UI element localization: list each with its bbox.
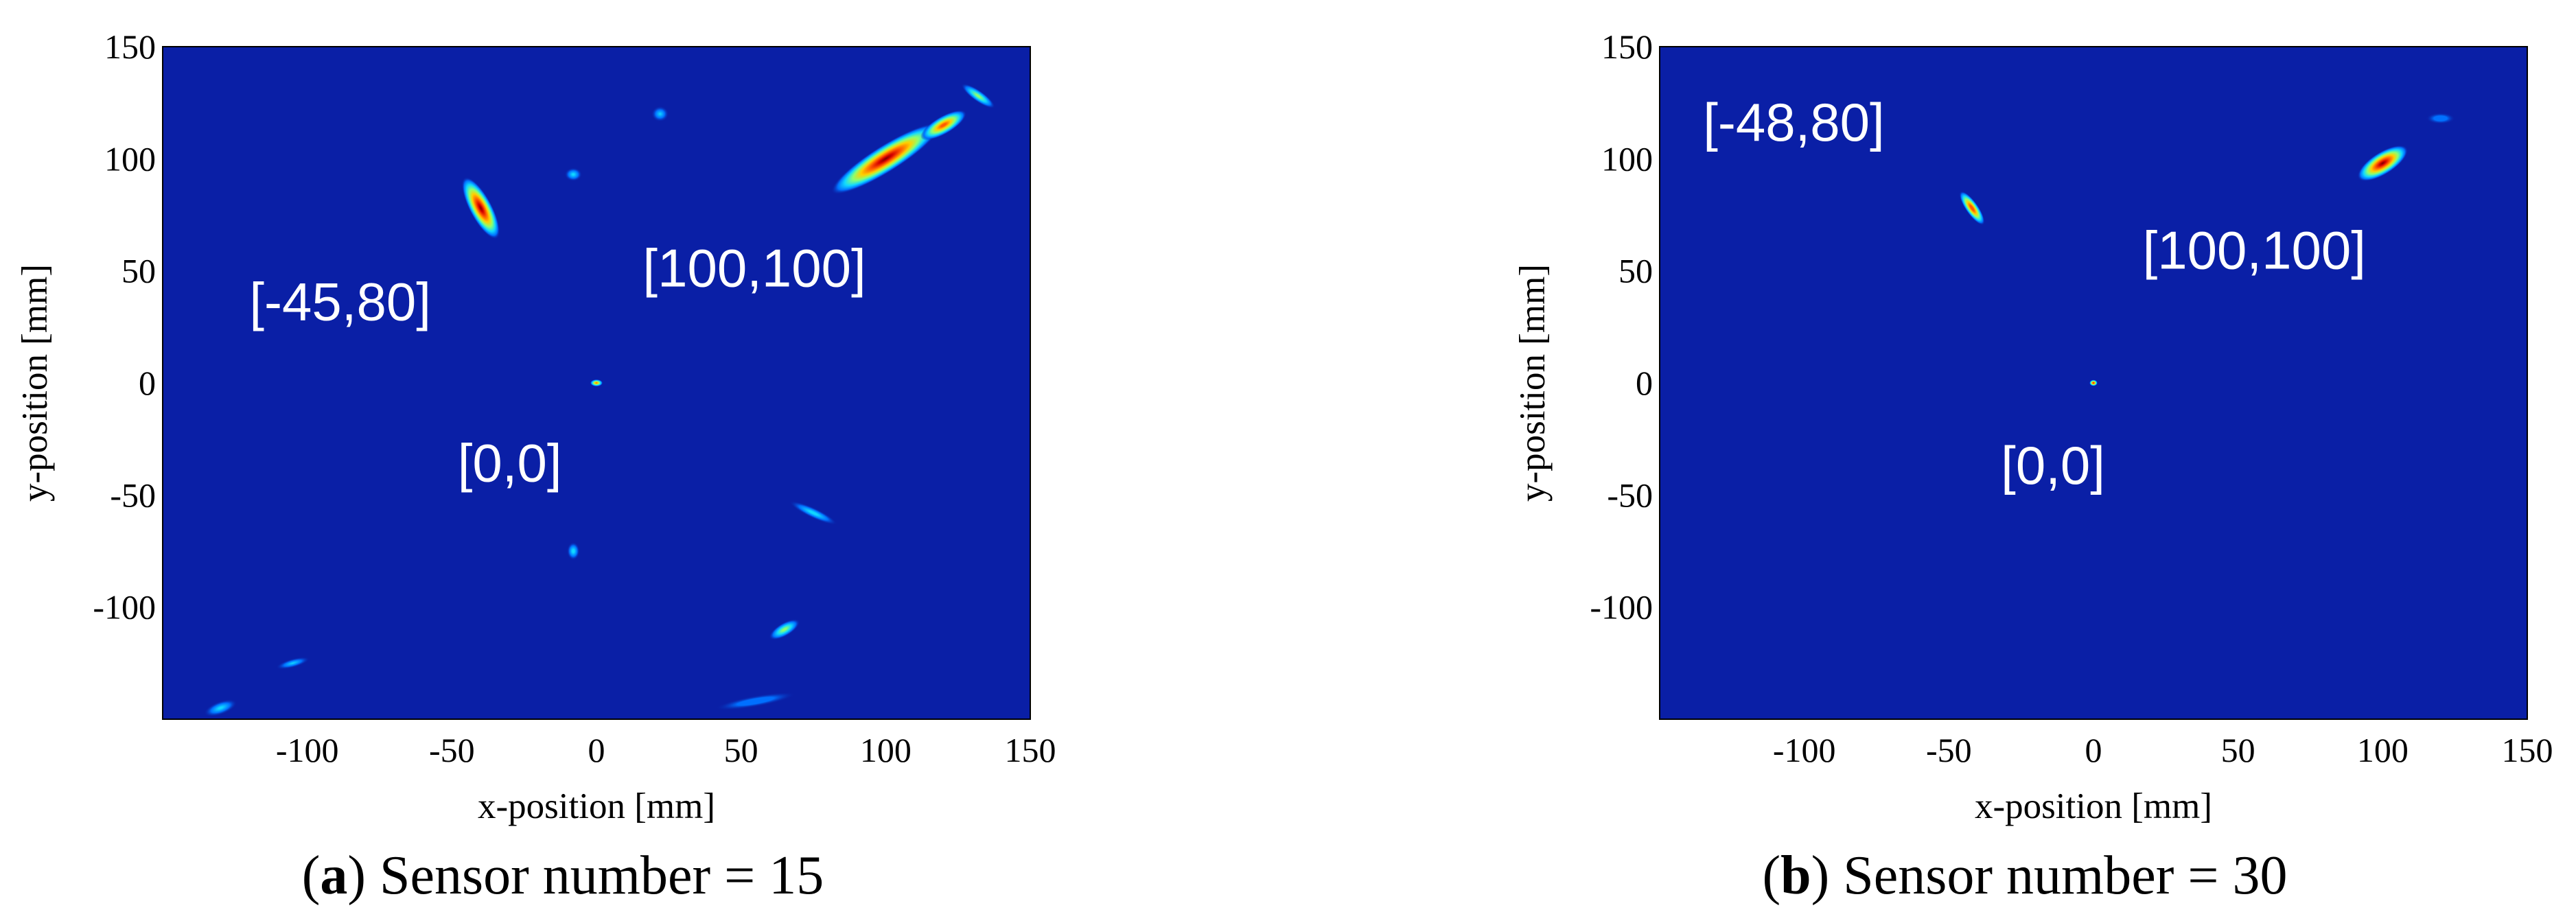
heat-blob bbox=[715, 692, 796, 710]
y-tick-label: -50 bbox=[1607, 476, 1653, 514]
plot-frame bbox=[162, 46, 1031, 720]
y-tick-label: -100 bbox=[93, 588, 156, 627]
x-axis-label: x-position [mm] bbox=[1975, 786, 2212, 826]
y-axis-label: y-position [mm] bbox=[1513, 264, 1553, 502]
y-tick-label: 150 bbox=[1601, 27, 1653, 66]
heat-blob bbox=[651, 106, 669, 122]
heat-blob bbox=[276, 657, 310, 670]
x-tick-labels: -100 -50 0 50 100 150 bbox=[276, 731, 1056, 769]
caption-letter: a bbox=[320, 845, 347, 906]
y-tick-label: 0 bbox=[139, 364, 156, 402]
y-tick-labels: 150 100 50 0 -50 -100 bbox=[93, 27, 156, 627]
point-annotation: [0,0] bbox=[2001, 435, 2105, 495]
x-tick-label: 100 bbox=[860, 731, 912, 769]
point-annotation: [100,100] bbox=[642, 238, 866, 299]
heat-blobs bbox=[204, 83, 995, 717]
annotations: [-48,80] [100,100] [0,0] bbox=[1703, 92, 2366, 495]
heat-blob bbox=[769, 619, 800, 640]
heatmap-panel-b: 150 100 50 0 -50 -100 -100 -50 0 50 100 150 [-48,8… bbox=[1513, 27, 2553, 906]
x-tick-label: 50 bbox=[724, 731, 758, 769]
x-tick-label: -100 bbox=[1773, 731, 1836, 769]
caption: (a) Sensor number = 15 bbox=[302, 845, 824, 906]
point-annotation: [-48,80] bbox=[1703, 92, 1885, 152]
y-tick-label: -100 bbox=[1590, 588, 1653, 627]
heat-blob bbox=[789, 501, 837, 525]
heat-blob bbox=[567, 541, 580, 561]
heat-blob bbox=[461, 176, 500, 239]
caption: (b) Sensor number = 30 bbox=[1762, 845, 2287, 906]
heat-blob bbox=[961, 83, 995, 109]
x-tick-label: -100 bbox=[276, 731, 339, 769]
heat-blob bbox=[2089, 379, 2098, 386]
x-tick-labels: -100 -50 0 50 100 150 bbox=[1773, 731, 2553, 769]
x-tick-label: 150 bbox=[1005, 731, 1056, 769]
y-tick-label: 50 bbox=[1618, 252, 1653, 290]
y-tick-label: 150 bbox=[104, 27, 156, 66]
y-axis-label: y-position [mm] bbox=[15, 264, 55, 502]
heat-blob bbox=[2357, 145, 2409, 182]
y-tick-label: -50 bbox=[110, 476, 156, 514]
y-tick-label: 0 bbox=[1636, 364, 1653, 402]
y-tick-label: 50 bbox=[121, 252, 156, 290]
x-tick-label: 0 bbox=[2085, 731, 2102, 769]
y-tick-label: 100 bbox=[104, 139, 156, 178]
y-tick-labels: 150 100 50 0 -50 -100 bbox=[1590, 27, 1653, 627]
point-annotation: [100,100] bbox=[2143, 220, 2366, 280]
point-annotation: [0,0] bbox=[458, 433, 562, 493]
annotations: [-45,80] [100,100] [0,0] bbox=[249, 238, 866, 493]
caption-letter: b bbox=[1780, 845, 1811, 906]
x-tick-label: 0 bbox=[588, 731, 605, 769]
heat-blob bbox=[1959, 191, 1985, 225]
heat-blob bbox=[564, 167, 582, 181]
x-tick-label: -50 bbox=[1926, 731, 1972, 769]
x-tick-label: -50 bbox=[429, 731, 475, 769]
heat-blob bbox=[590, 379, 603, 387]
x-tick-label: 150 bbox=[2502, 731, 2553, 769]
heat-blobs bbox=[1959, 113, 2455, 386]
plot-frame bbox=[1659, 46, 2528, 720]
x-axis-label: x-position [mm] bbox=[478, 786, 715, 826]
heat-blob bbox=[2426, 113, 2455, 124]
point-annotation: [-45,80] bbox=[249, 272, 431, 332]
x-tick-label: 50 bbox=[2221, 731, 2255, 769]
heat-blob bbox=[204, 699, 237, 717]
heat-blob bbox=[831, 123, 940, 195]
heat-blob bbox=[920, 110, 967, 141]
y-tick-label: 100 bbox=[1601, 139, 1653, 178]
x-tick-label: 100 bbox=[2357, 731, 2409, 769]
heatmap-panel-a: 150 100 50 0 -50 -100 -100 -50 0 50 100 150 [-45,8… bbox=[15, 27, 1056, 906]
